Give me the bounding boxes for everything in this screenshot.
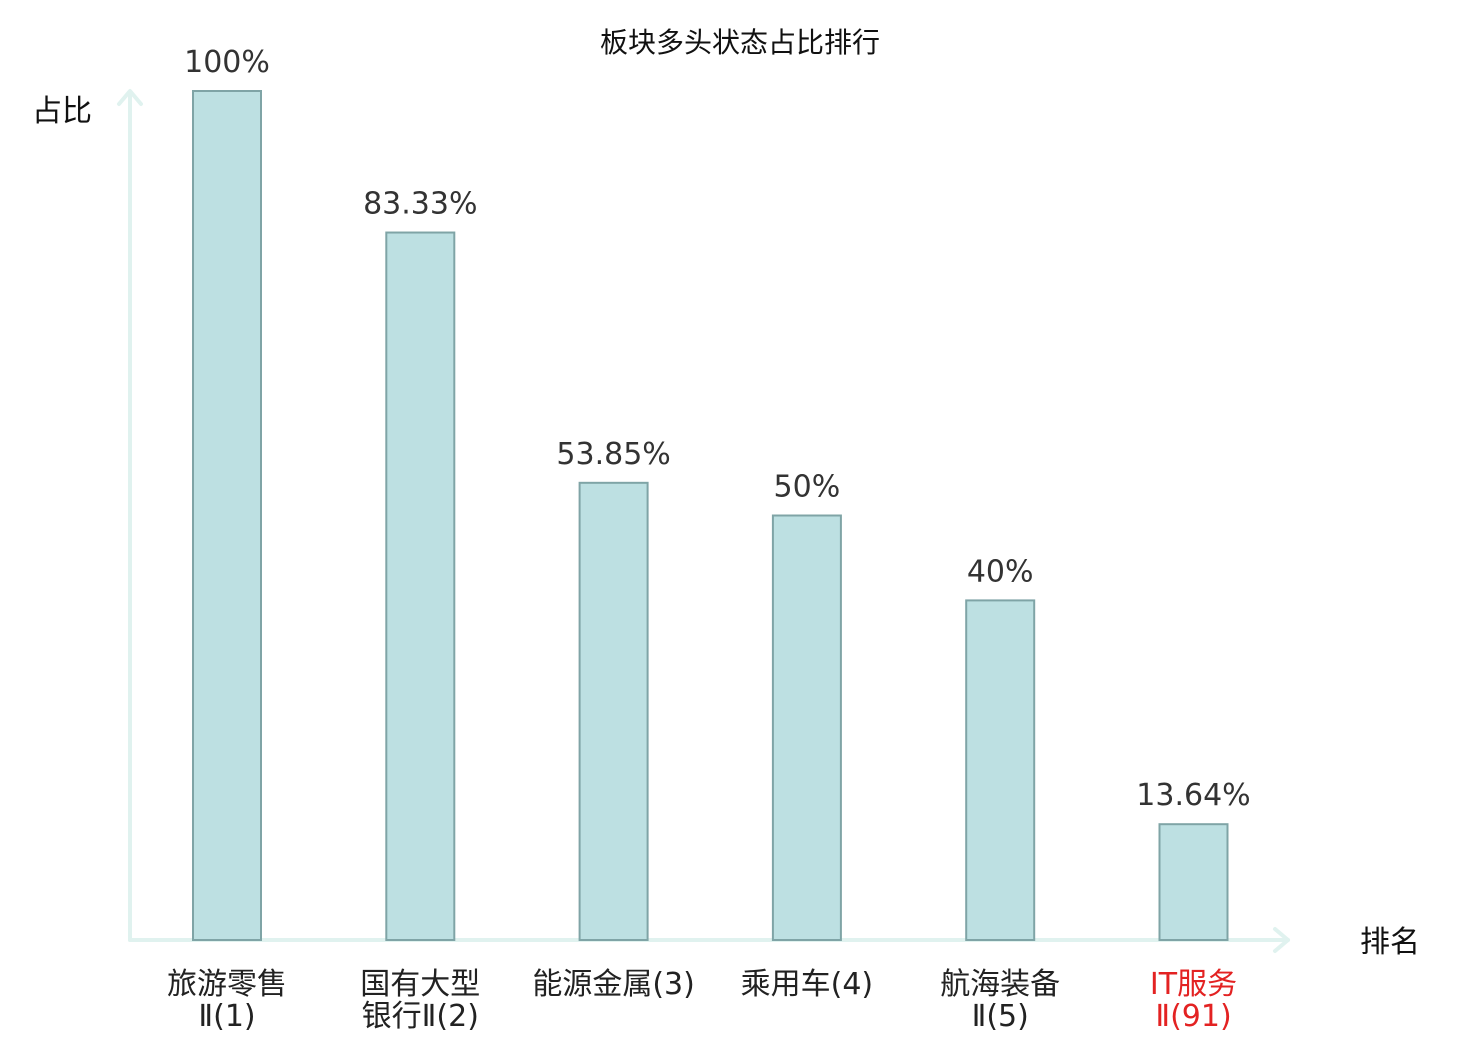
value-label: 100%: [184, 45, 270, 80]
x-tick-label: 国有大型: [360, 967, 480, 1002]
x-tick-label: 旅游零售: [167, 967, 287, 1002]
x-tick-label: 能源金属(3): [532, 967, 695, 1002]
chart-title: 板块多头状态占比排行: [600, 26, 880, 59]
x-axis-label: 排名: [1360, 925, 1420, 960]
value-label: 83.33%: [363, 187, 477, 222]
bar: [771, 514, 842, 941]
bars: [192, 90, 1229, 942]
value-labels: 100% 83.33% 53.85% 50% 40% 13.64%: [184, 45, 1251, 813]
bar: [192, 90, 262, 941]
y-axis-label: 占比: [32, 94, 92, 129]
x-tick-label: 乘用车(4): [741, 967, 874, 1002]
bar: [385, 231, 456, 941]
x-tick-label: 航海装备: [940, 967, 1060, 1002]
value-label: 40%: [967, 554, 1034, 589]
value-label: 53.85%: [556, 437, 670, 472]
axes: [117, 89, 1290, 953]
value-label: 50%: [774, 470, 841, 505]
x-tick-label: Ⅱ(1): [198, 999, 255, 1034]
y-axis-arrowhead: [117, 89, 143, 106]
value-label: 13.64%: [1136, 778, 1250, 813]
bar: [965, 599, 1036, 942]
x-tick-label: Ⅱ(91): [1155, 999, 1231, 1034]
x-tick-label: Ⅱ(5): [972, 999, 1029, 1034]
x-tick-label: IT服务: [1150, 967, 1237, 1002]
x-tick-label: 银行Ⅱ(2): [362, 999, 479, 1034]
bar: [578, 481, 649, 941]
x-axis-arrowhead: [1273, 927, 1290, 953]
bar: [1158, 823, 1229, 942]
